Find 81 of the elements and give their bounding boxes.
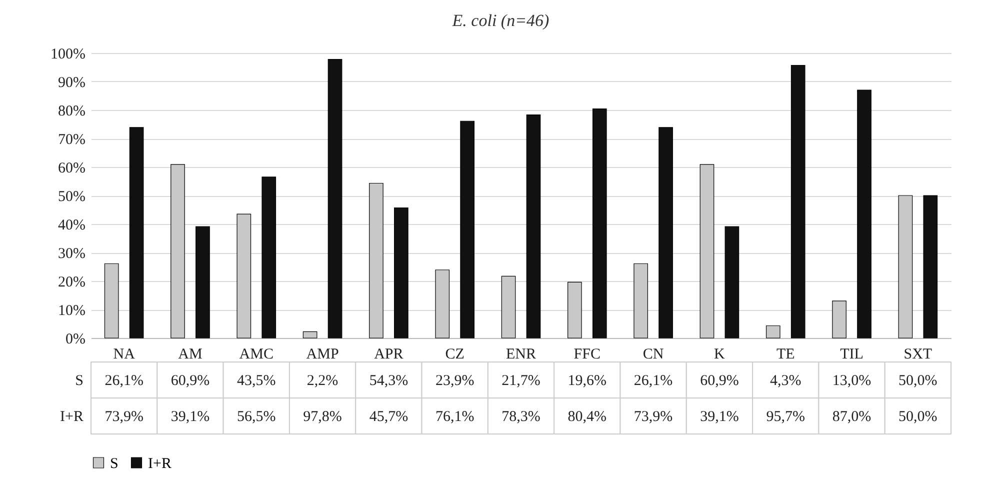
y-tick-label: 40% xyxy=(58,218,86,234)
y-tick-label: 20% xyxy=(58,274,86,290)
data-label: 50,0% xyxy=(898,409,938,425)
data-label: 50,0% xyxy=(898,373,938,389)
text: I+R xyxy=(60,409,84,425)
bar xyxy=(634,263,648,338)
bar xyxy=(170,164,185,338)
bar xyxy=(526,114,541,338)
legend-label: I+R xyxy=(148,456,172,472)
data-label: 60,9% xyxy=(700,373,739,389)
bar xyxy=(196,226,210,338)
data-label: 19,6% xyxy=(568,373,607,389)
x-tick-label: TIL xyxy=(840,346,864,362)
x-tick-label: AMC xyxy=(239,346,274,362)
data-label: 73,9% xyxy=(634,409,673,425)
bar xyxy=(302,331,318,338)
x-tick-label: NA xyxy=(113,346,136,362)
bar xyxy=(501,276,516,338)
data-label: 80,4% xyxy=(568,409,607,425)
bar xyxy=(435,270,450,338)
data-label: 95,7% xyxy=(766,409,805,425)
bar xyxy=(328,58,342,338)
bar xyxy=(592,108,607,338)
data-label: 56,5% xyxy=(237,409,276,425)
data-label: 60,9% xyxy=(170,373,210,389)
data-label: 26,1% xyxy=(634,373,673,389)
bar xyxy=(369,182,384,338)
y-tick-label: 10% xyxy=(58,303,86,319)
bar xyxy=(790,64,806,338)
y-tick-label: 80% xyxy=(58,104,86,120)
legend-label: S xyxy=(110,456,118,472)
bar xyxy=(700,164,714,338)
x-tick-label: AMP xyxy=(306,346,339,362)
y-tick-label: 90% xyxy=(58,75,86,91)
data-label: 87,0% xyxy=(832,409,872,425)
data-label: 39,1% xyxy=(700,409,739,425)
bar xyxy=(568,282,582,338)
bar xyxy=(104,263,119,338)
data-label: 76,1% xyxy=(435,409,474,425)
data-label: 21,7% xyxy=(502,373,540,389)
y-tick-label: 60% xyxy=(58,160,86,176)
data-label: 2,2% xyxy=(306,373,338,389)
x-tick-label: SXT xyxy=(904,346,932,362)
y-tick-label: 70% xyxy=(58,132,86,148)
data-label: 39,1% xyxy=(170,409,210,425)
bar xyxy=(724,226,740,338)
bar xyxy=(236,214,252,338)
x-tick-label: K xyxy=(714,346,726,362)
bar xyxy=(898,195,913,338)
bar xyxy=(394,207,408,338)
bar xyxy=(857,90,872,338)
data-label: 78,3% xyxy=(502,409,540,425)
data-label: 45,7% xyxy=(369,409,408,425)
x-tick-label: CN xyxy=(642,346,664,362)
data-label: 23,9% xyxy=(435,373,474,389)
data-label: 97,8% xyxy=(303,409,342,425)
x-tick-label: FFC xyxy=(574,346,601,362)
bar xyxy=(460,120,474,338)
bar xyxy=(658,127,673,338)
bar xyxy=(766,325,780,338)
bar xyxy=(129,127,144,338)
chart-title: E. coli (n=46) xyxy=(451,11,550,30)
y-tick-label: 50% xyxy=(58,189,86,205)
data-label: 73,9% xyxy=(104,409,144,425)
data-label: 43,5% xyxy=(237,373,276,389)
y-tick-label: 0% xyxy=(66,332,86,348)
data-label: 26,1% xyxy=(104,373,144,389)
data-label: 54,3% xyxy=(369,373,408,389)
bar xyxy=(262,176,276,338)
data-label: 4,3% xyxy=(770,373,802,389)
y-tick-label: 100% xyxy=(50,46,86,62)
bar xyxy=(923,195,938,338)
y-tick-label: 30% xyxy=(58,246,86,262)
x-tick-label: TE xyxy=(776,346,795,362)
data-label: 13,0% xyxy=(832,373,872,389)
text: S xyxy=(75,373,84,389)
bar xyxy=(832,300,846,338)
x-tick-label: AM xyxy=(178,346,202,362)
x-tick-label: CZ xyxy=(445,346,464,362)
x-tick-label: APR xyxy=(374,346,404,362)
x-tick-label: ENR xyxy=(506,346,536,362)
